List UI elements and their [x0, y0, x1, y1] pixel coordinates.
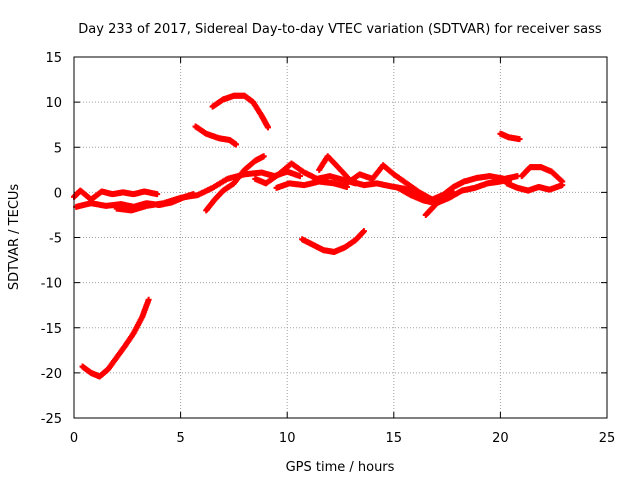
series-arc-neg-2: [79, 296, 152, 380]
data-point: [296, 173, 303, 180]
series-arc-neg-1: [299, 228, 367, 255]
y-tick-label: 0: [54, 186, 62, 201]
data-point: [265, 124, 272, 131]
series-arc-main-12: [518, 164, 566, 185]
y-tick-label: -20: [41, 367, 62, 382]
series-arc-main-10: [422, 173, 521, 218]
plot-frame: [73, 56, 608, 419]
y-tick-label: 15: [45, 51, 62, 66]
y-tick-label: -25: [41, 412, 62, 427]
series-arc-main-4: [203, 153, 267, 214]
x-axis-label: GPS time / hours: [286, 460, 395, 475]
data-marks: [71, 92, 566, 380]
series-arc-main-11: [503, 180, 566, 194]
data-point: [154, 191, 161, 198]
series-arc-high-1: [209, 92, 272, 131]
data-point: [260, 153, 267, 160]
chart-title: Day 233 of 2017, Sidereal Day-to-day VTE…: [78, 22, 602, 37]
grid: [73, 56, 608, 419]
y-tick-label: -15: [41, 322, 62, 337]
data-point: [233, 141, 240, 148]
data-point: [516, 136, 523, 143]
y-tick-label: -10: [41, 277, 62, 292]
x-tick-label: 15: [386, 431, 403, 446]
y-tick-label: 5: [54, 141, 62, 156]
series-arc-main-6: [273, 178, 350, 191]
x-tick-label: 10: [279, 431, 296, 446]
data-point: [559, 178, 566, 185]
x-tick-label: 25: [599, 431, 616, 446]
x-tick-label: 20: [492, 431, 509, 446]
y-tick-label: 10: [45, 96, 62, 111]
y-tick-label: -5: [49, 232, 62, 247]
data-point: [360, 228, 367, 235]
series-arc-main-1: [71, 187, 161, 203]
series-arc-high-2: [192, 123, 240, 148]
x-tick-label: 5: [176, 431, 184, 446]
x-tick-label: 0: [70, 431, 78, 446]
tick-labels: 0 5 10 15 20 25 -25 -20 -15 -10 -5 0 5 10 15: [41, 51, 616, 446]
y-axis-label: SDTVAR / TECUs: [7, 184, 22, 291]
data-point: [145, 296, 152, 303]
series-arc-high-3: [497, 130, 523, 143]
